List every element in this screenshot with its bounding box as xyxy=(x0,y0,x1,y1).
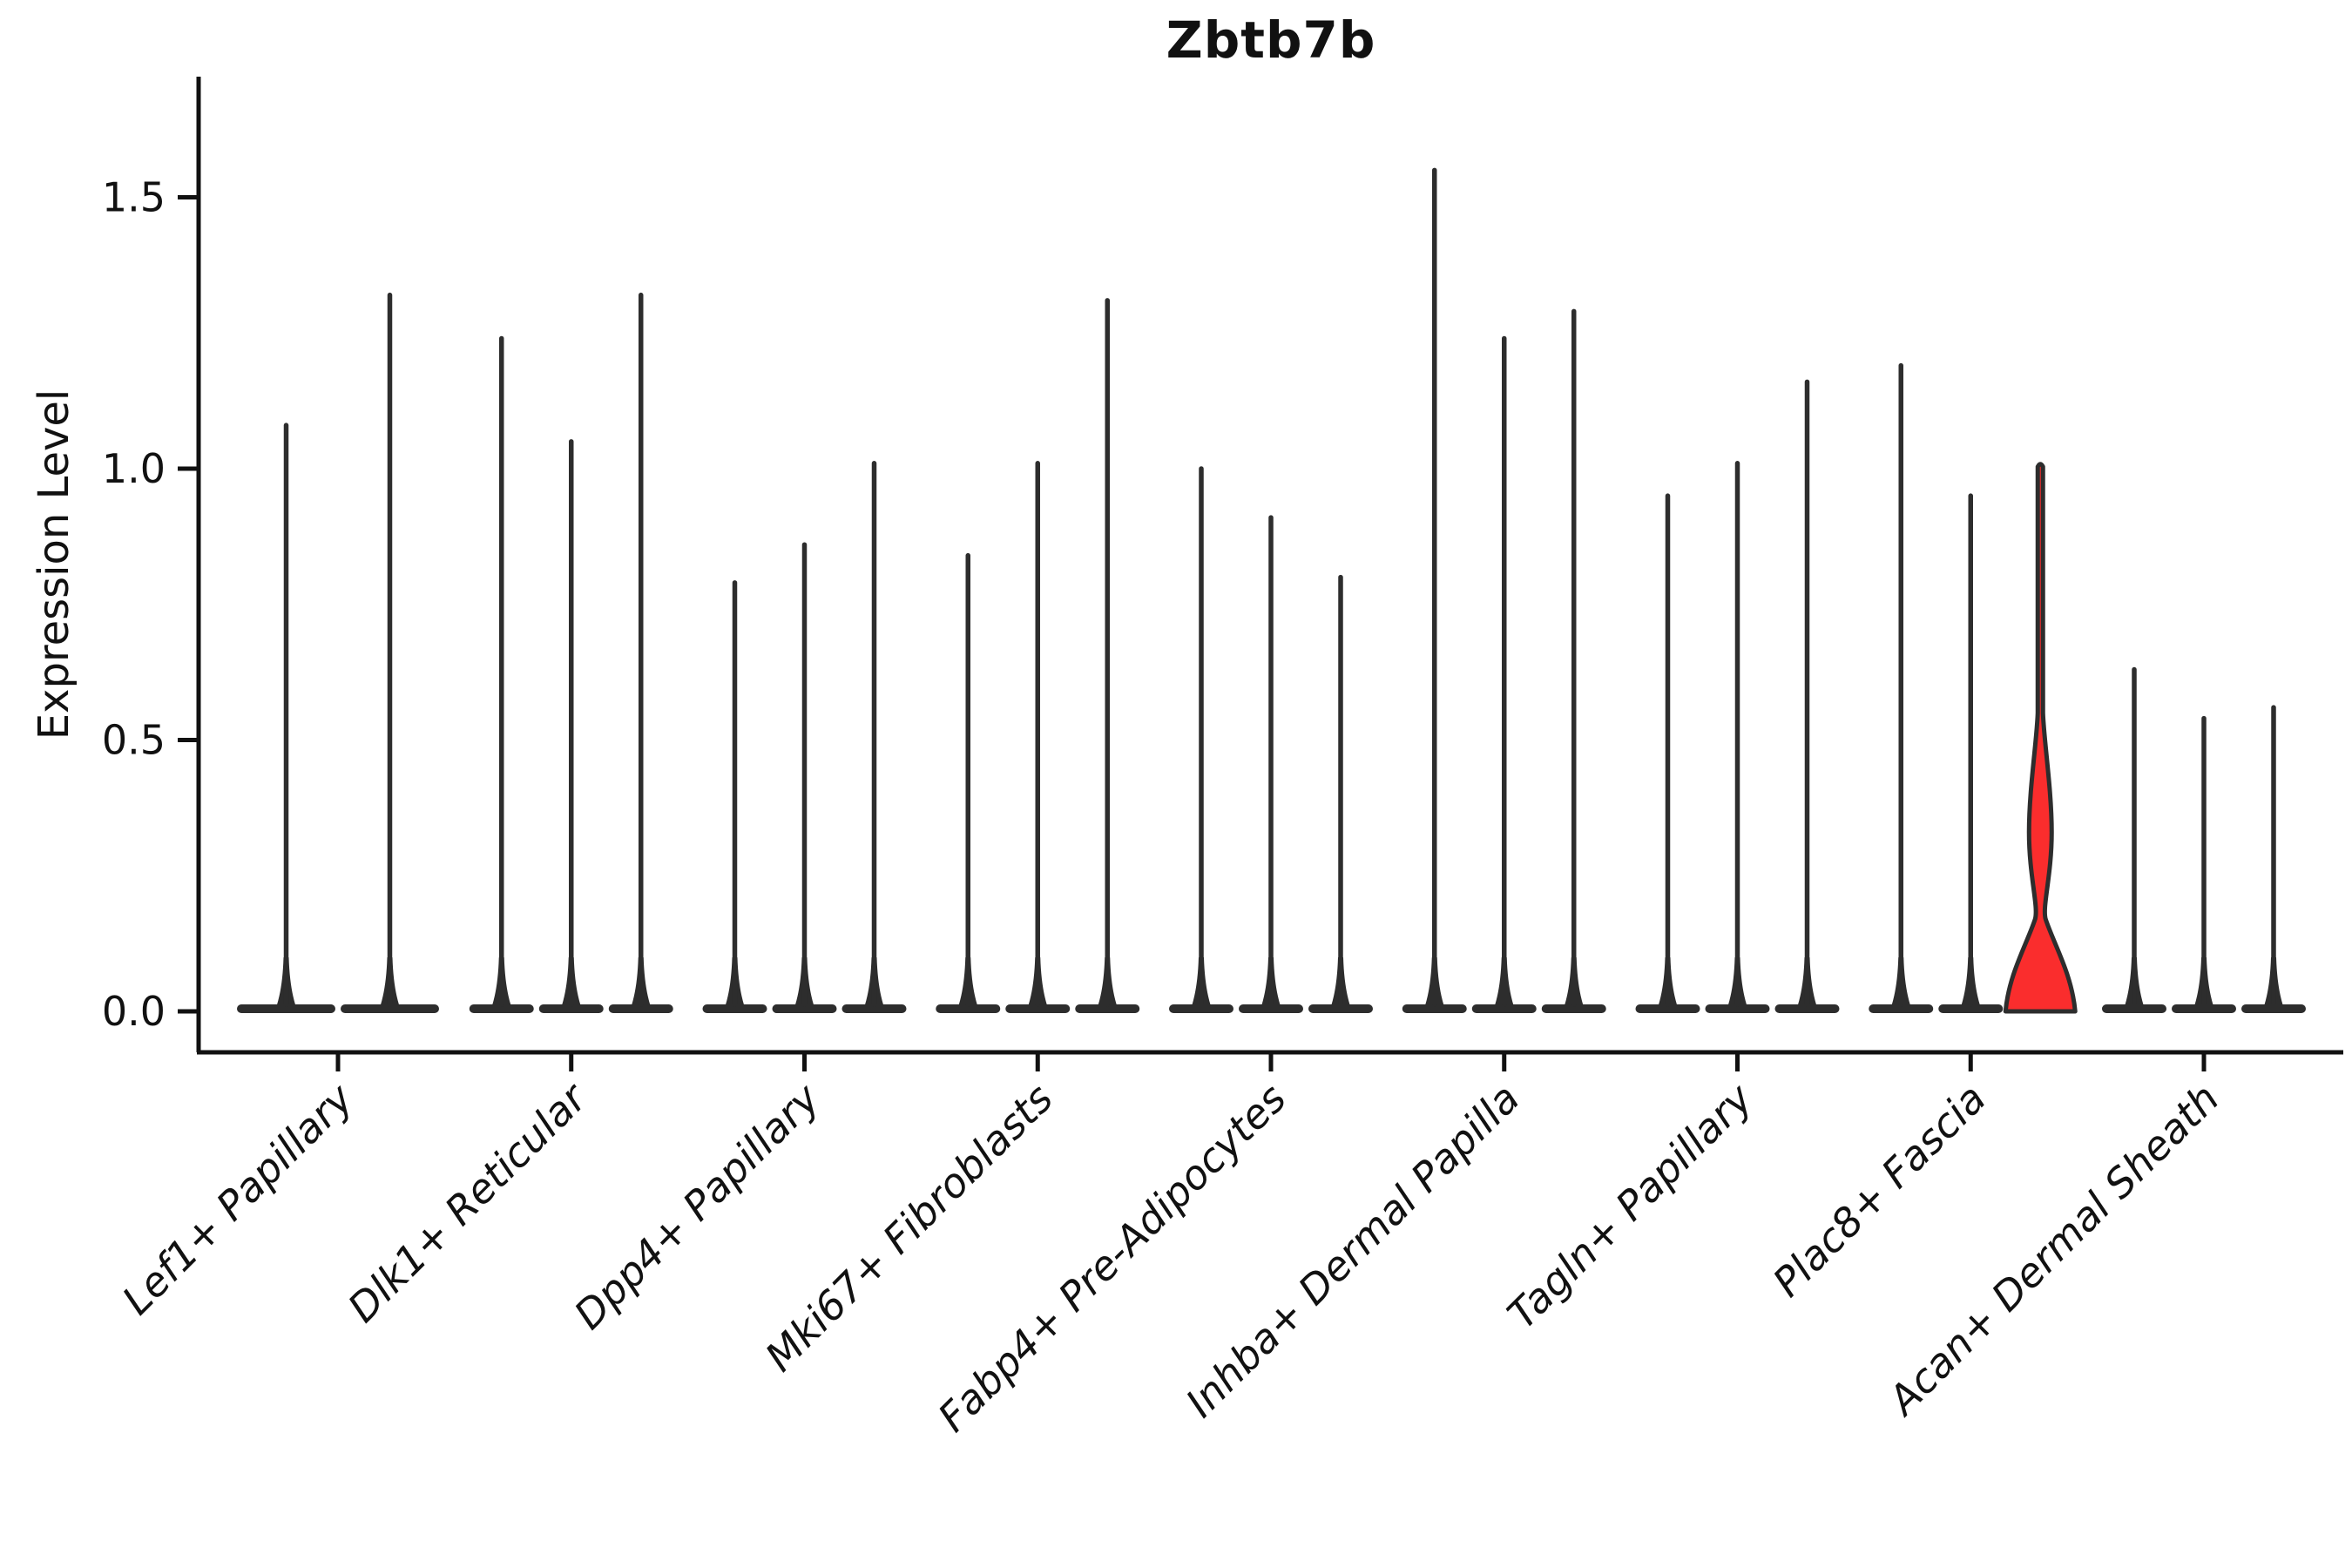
violin-base xyxy=(936,1004,1001,1013)
y-tick-label: 1.5 xyxy=(102,174,166,221)
violin-base xyxy=(341,1004,439,1013)
chart-title: Zbtb7b xyxy=(1166,10,1376,70)
violin-base xyxy=(469,1004,534,1013)
violin-base xyxy=(1541,1004,1606,1013)
violin-base xyxy=(1402,1004,1467,1013)
x-tick-label: Dpp4+ Papillary xyxy=(565,1074,829,1338)
violin-base xyxy=(1869,1004,1934,1013)
x-tick-label: Dlk1+ Reticular xyxy=(339,1072,598,1331)
violin-base xyxy=(237,1004,335,1013)
violin-base xyxy=(1239,1004,1303,1013)
violin-base xyxy=(841,1004,907,1013)
violin-base xyxy=(1005,1004,1071,1013)
violin-base xyxy=(1471,1004,1537,1013)
violin-base xyxy=(702,1004,767,1013)
x-tick-label: Plac8+ Fascia xyxy=(1764,1075,1995,1306)
y-tick-label: 1.0 xyxy=(102,445,166,492)
violin-base xyxy=(608,1004,673,1013)
violin-base xyxy=(1705,1004,1770,1013)
violin-base xyxy=(1169,1004,1233,1013)
y-tick-label: 0.5 xyxy=(102,717,166,764)
violin-base xyxy=(1774,1004,1840,1013)
x-tick-label: Lef1+ Papillary xyxy=(113,1074,362,1323)
violin-base xyxy=(1075,1004,1140,1013)
violin-base xyxy=(1635,1004,1700,1013)
violin-base xyxy=(2102,1004,2166,1013)
y-tick-label: 0.0 xyxy=(102,988,166,1035)
violin-base xyxy=(1938,1004,2004,1013)
violin-base xyxy=(538,1004,604,1013)
violin-base xyxy=(2241,1004,2306,1013)
violin-base xyxy=(772,1004,837,1013)
violin-base xyxy=(1308,1004,1373,1013)
x-tick-label: Tagln+ Papillary xyxy=(1498,1074,1762,1338)
violin-highlighted xyxy=(2003,462,2078,1014)
violin-base xyxy=(2172,1004,2236,1013)
